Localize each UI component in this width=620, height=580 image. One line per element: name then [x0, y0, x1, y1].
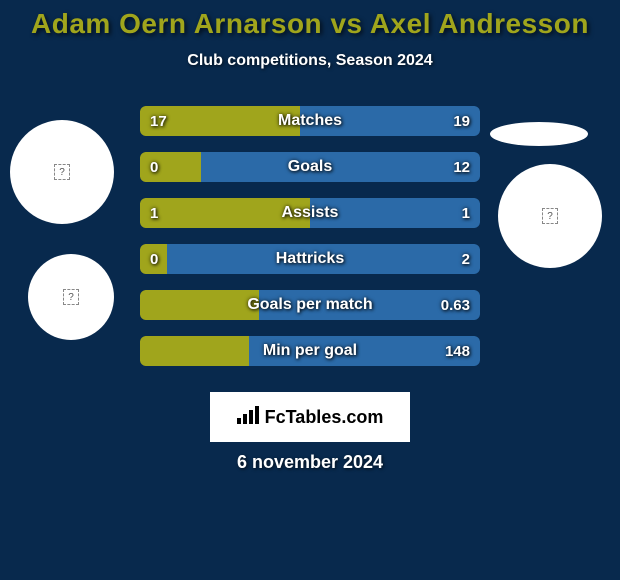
stat-bar-right-fill [259, 290, 480, 320]
stat-bar-right-fill [310, 198, 480, 228]
player-right-shadow [490, 122, 588, 146]
stat-bars: Matches1719 Goals012 Assists11 Hattricks02 G… [140, 106, 480, 382]
placeholder-icon: ? [542, 208, 558, 224]
stat-row: Goals per match0.63 [140, 290, 480, 320]
stat-area: ? ? ? Matches1719 Goals012 Assists11 Hattri… [0, 106, 620, 386]
stat-bar-right-fill [300, 106, 480, 136]
stat-row: Matches1719 [140, 106, 480, 136]
stat-bar-left-fill [140, 106, 300, 136]
footer-logo-text: FcTables.com [265, 407, 384, 428]
stat-bar-left-fill [140, 152, 201, 182]
footer-logo: FcTables.com [210, 392, 410, 442]
content-root: Adam Oern Arnarson vs Axel Andresson Clu… [0, 0, 620, 580]
player-right-avatar: ? [498, 164, 602, 268]
stat-bar-left-fill [140, 244, 167, 274]
placeholder-icon: ? [54, 164, 70, 180]
stat-bar-right-fill [249, 336, 480, 366]
logo-chart-icon [237, 406, 259, 429]
stat-row: Hattricks02 [140, 244, 480, 274]
stat-row: Assists11 [140, 198, 480, 228]
stat-bar-right-fill [167, 244, 480, 274]
stat-row: Min per goal148 [140, 336, 480, 366]
placeholder-icon: ? [63, 289, 79, 305]
player-left-avatar-secondary: ? [28, 254, 114, 340]
stat-bar-left-fill [140, 336, 249, 366]
footer-date: 6 november 2024 [0, 452, 620, 473]
stat-bar-right-fill [201, 152, 480, 182]
stat-row: Goals012 [140, 152, 480, 182]
page-title: Adam Oern Arnarson vs Axel Andresson [0, 8, 620, 40]
subtitle: Club competitions, Season 2024 [0, 52, 620, 70]
stat-bar-left-fill [140, 198, 310, 228]
player-left-avatar: ? [10, 120, 114, 224]
stat-bar-left-fill [140, 290, 259, 320]
